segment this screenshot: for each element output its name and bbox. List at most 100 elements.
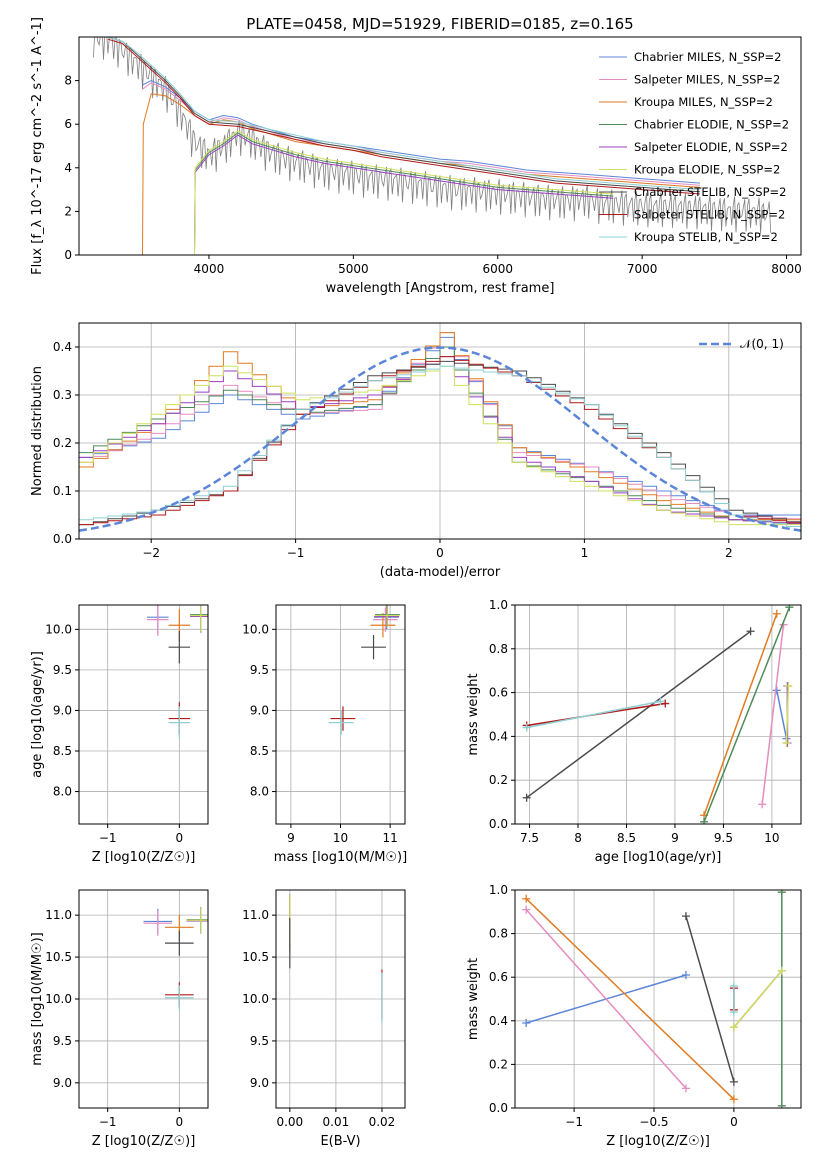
x-tick-label: −1 (287, 546, 305, 560)
x-tick-label: 8 (574, 831, 582, 845)
y-axis-label: mass [log10(M/M☉)] (30, 932, 45, 1065)
weight-marker (772, 609, 781, 618)
y-tick-label: 10.0 (45, 992, 72, 1006)
y-tick-label: 0.0 (489, 817, 508, 831)
weight-line (525, 898, 735, 1100)
x-tick-label: 0 (176, 1115, 184, 1129)
y-tick-label: 10.0 (242, 992, 269, 1006)
y-tick-label: 9.0 (53, 703, 72, 717)
y-tick-label: 2 (64, 204, 72, 218)
weight-line (526, 630, 752, 799)
weight-marker (782, 738, 791, 747)
x-tick-label: −2 (142, 546, 160, 560)
plot-area (515, 605, 801, 824)
y-tick-label: 0.6 (489, 686, 508, 700)
panel-age-vs-mass: 9 10 11 8.0 8.5 9.0 9.5 10.0 mass [log10(M/M☉)] (242, 604, 407, 865)
weight-marker (522, 793, 531, 802)
plot-area (79, 323, 801, 539)
y-tick-label: 0.8 (489, 927, 508, 941)
x-tick-label: 11 (382, 831, 397, 845)
figure-title: PLATE=0458, MJD=51929, FIBERID=0185, z=0… (246, 15, 633, 33)
y-tick-label: 0.8 (489, 642, 508, 656)
x-tick-label: 0.00 (276, 1115, 303, 1129)
y-tick-label: 0.4 (53, 340, 72, 354)
weight-marker (729, 1008, 738, 1017)
weight-marker (777, 1101, 786, 1108)
axes-frame (78, 889, 209, 1109)
legend-label: Chabrier MILES, N_SSP=2 (634, 50, 781, 64)
legend-label: Salpeter ELODIE, N_SSP=2 (634, 140, 788, 154)
x-tick-label: 10 (333, 831, 348, 845)
x-tick-label: 7.5 (520, 831, 539, 845)
plot-area (276, 890, 405, 1108)
x-tick-label: 0.02 (369, 1115, 396, 1129)
x-axis-label: (data-model)/error (380, 565, 501, 580)
y-tick-label: 8.0 (250, 785, 269, 799)
y-tick-label: 10.0 (242, 622, 269, 636)
legend: Chabrier MILES, N_SSP=2 Salpeter MILES, N… (599, 50, 789, 244)
y-tick-label: 10.0 (45, 622, 72, 636)
y-tick-label: 0.3 (53, 388, 72, 402)
y-tick-label: 0.0 (489, 1101, 508, 1115)
y-tick-label: 8.0 (53, 785, 72, 799)
legend-label: Chabrier STELIB, N_SSP=2 (634, 185, 786, 199)
weight-line (776, 690, 788, 739)
x-tick-label: 1 (581, 546, 589, 560)
y-tick-label: 0.0 (53, 532, 72, 546)
normal-curve (79, 346, 801, 532)
data-spectrum-line (93, 37, 772, 234)
panel-mass-weight-vs-age: 7.5 8 8.5 9 9.5 10 0.0 0.2 0.4 0.6 0.8 1.0 age [log1… (466, 598, 802, 865)
y-axis-label: mass weight (466, 673, 481, 755)
legend-label: Salpeter STELIB, N_SSP=2 (634, 208, 785, 222)
y-tick-label: 9.5 (53, 663, 72, 677)
x-axis-label: Z [log10(Z/Z☉)] (606, 1134, 710, 1149)
y-tick-label: 0.4 (489, 729, 508, 743)
y-tick-label: 9.0 (250, 1076, 269, 1090)
weight-marker (661, 699, 670, 708)
axes-frame (78, 322, 802, 540)
plot-area (276, 605, 405, 824)
y-tick-label: 10.5 (242, 950, 269, 964)
y-tick-label: 11.0 (242, 908, 269, 922)
panel-residual-distribution: −2 −1 0 1 2 0.0 0.1 0.2 0.3 0.4 (data-model)/error… (30, 322, 802, 580)
weight-line (761, 624, 785, 805)
weight-marker (729, 1077, 738, 1086)
weight-marker (681, 971, 690, 980)
panel-mass-vs-extinction: 0.00 0.01 0.02 9.0 9.5 10.0 10.5 11.0 E(B-V) (242, 889, 406, 1149)
weight-line (685, 915, 735, 1083)
y-tick-label: 1.0 (489, 883, 508, 897)
x-axis-label: age [log10(age/yr)] (595, 850, 722, 865)
x-tick-label: 9.5 (714, 831, 733, 845)
y-tick-label: 0.4 (489, 1014, 508, 1028)
x-tick-label: −1 (99, 1115, 117, 1129)
weight-line (525, 909, 687, 1089)
x-tick-label: 0 (436, 546, 444, 560)
y-axis-label: age [log10(age/yr)] (30, 651, 45, 778)
weight-marker (522, 1018, 531, 1027)
legend-label: Kroupa STELIB, N_SSP=2 (634, 230, 778, 244)
y-tick-label: 10.5 (45, 950, 72, 964)
y-tick-label: 9.5 (250, 1034, 269, 1048)
weight-line (526, 700, 661, 729)
x-tick-label: −1 (99, 831, 117, 845)
weight-marker (729, 1023, 738, 1032)
legend-label: Kroupa ELODIE, N_SSP=2 (634, 163, 780, 177)
x-tick-label: 4000 (194, 262, 225, 276)
y-tick-label: 0.2 (53, 436, 72, 450)
weight-marker (746, 627, 755, 636)
y-tick-label: 8.5 (250, 744, 269, 758)
y-tick-label: 0 (64, 248, 72, 262)
axes-frame (78, 36, 802, 256)
x-tick-label: 2 (725, 546, 733, 560)
axes-frame (78, 604, 209, 825)
plot-area (515, 890, 801, 1108)
weight-marker (522, 894, 531, 903)
x-tick-label: 9 (671, 831, 679, 845)
weight-marker (729, 981, 738, 990)
weight-line (733, 970, 783, 1028)
x-tick-label: 7000 (627, 262, 658, 276)
panel-age-vs-metallicity: −1 0 8.0 8.5 9.0 9.5 10.0 Z [log10(Z/Z☉)] age [l… (30, 604, 209, 865)
legend-label: Kroupa MILES, N_SSP=2 (634, 95, 773, 109)
x-tick-label: 0 (730, 1115, 738, 1129)
